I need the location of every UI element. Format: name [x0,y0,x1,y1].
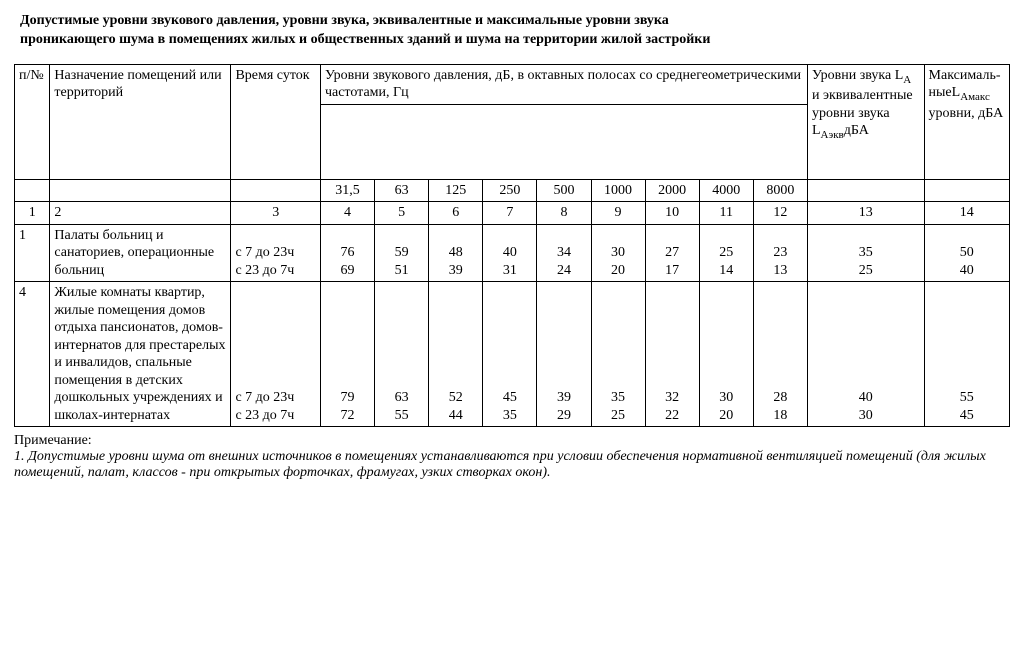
cell-la: 40 30 [807,282,924,427]
freq-row: 31,5 63 125 250 500 1000 2000 4000 8000 [15,179,1010,202]
freq-cell: 500 [537,179,591,202]
noise-levels-table: п/№ Назначение помещений или территорий … [14,64,1010,428]
cell: 48 39 [429,224,483,282]
cell-max: 55 45 [924,282,1009,427]
row-time: с 7 до 23ч с 23 до 7ч [231,282,321,427]
cell: 79 72 [320,282,374,427]
colnum: 9 [591,202,645,225]
cell: 28 18 [753,282,807,427]
cell-max: 50 40 [924,224,1009,282]
colnum: 8 [537,202,591,225]
title-line-2: проникающего шума в помещениях жилых и о… [20,32,710,47]
colnum-row: 1 2 3 4 5 6 7 8 9 10 11 12 13 14 [15,202,1010,225]
cell-la: 35 25 [807,224,924,282]
colnum: 6 [429,202,483,225]
colnum: 4 [320,202,374,225]
freq-cell: 250 [483,179,537,202]
cell: 30 20 [591,224,645,282]
cell: 25 14 [699,224,753,282]
colnum: 10 [645,202,699,225]
colnum: 13 [807,202,924,225]
row-num: 1 [15,224,50,282]
header-row-1: п/№ Назначение помещений или территорий … [15,64,1010,104]
cell: 63 55 [375,282,429,427]
th-num: п/№ [15,64,50,179]
cell: 34 24 [537,224,591,282]
title-line-1: Допустимые уровни звукового давления, ур… [20,13,669,28]
freq-cell: 2000 [645,179,699,202]
notes-heading: Примечание: [14,433,1010,449]
cell: 30 20 [699,282,753,427]
cell: 52 44 [429,282,483,427]
colnum: 14 [924,202,1009,225]
freq-cell: 8000 [753,179,807,202]
cell: 27 17 [645,224,699,282]
cell: 32 22 [645,282,699,427]
colnum: 7 [483,202,537,225]
notes-item-1: 1. Допустимые уровни шума от внешних ист… [14,449,1010,481]
colnum: 12 [753,202,807,225]
colnum: 5 [375,202,429,225]
notes-block: Примечание: 1. Допустимые уровни шума от… [14,433,1010,481]
table-row: 4 Жилые комнаты квартир, жилые помещения… [15,282,1010,427]
page-title: Допустимые уровни звукового давления, ур… [14,12,1010,50]
freq-cell: 4000 [699,179,753,202]
row-desc: Палаты больниц и санаториев, операционны… [50,224,231,282]
th-freq-group: Уровни звукового давления, дБ, в октавны… [320,64,807,104]
th-max: Максималь- ныеLАмакс уровни, дБА [924,64,1009,179]
th-la: Уровни звука LА и эквивалентн­ые уровни … [807,64,924,179]
row-desc: Жилые комнаты квартир, жилые помещения д… [50,282,231,427]
cell: 76 69 [320,224,374,282]
freq-cell: 1000 [591,179,645,202]
cell: 35 25 [591,282,645,427]
row-time: с 7 до 23ч с 23 до 7ч [231,224,321,282]
table-row: 1 Палаты больниц и санаториев, операцион… [15,224,1010,282]
colnum: 11 [699,202,753,225]
th-desc: Назначение помещений или территорий [50,64,231,179]
row-num: 4 [15,282,50,427]
cell: 40 31 [483,224,537,282]
cell: 45 35 [483,282,537,427]
colnum: 1 [15,202,50,225]
cell: 59 51 [375,224,429,282]
th-freq-spacer [320,104,807,179]
colnum: 2 [50,202,231,225]
freq-cell: 31,5 [320,179,374,202]
colnum: 3 [231,202,321,225]
cell: 39 29 [537,282,591,427]
freq-cell: 63 [375,179,429,202]
th-time: Время суток [231,64,321,179]
freq-cell: 125 [429,179,483,202]
cell: 23 13 [753,224,807,282]
